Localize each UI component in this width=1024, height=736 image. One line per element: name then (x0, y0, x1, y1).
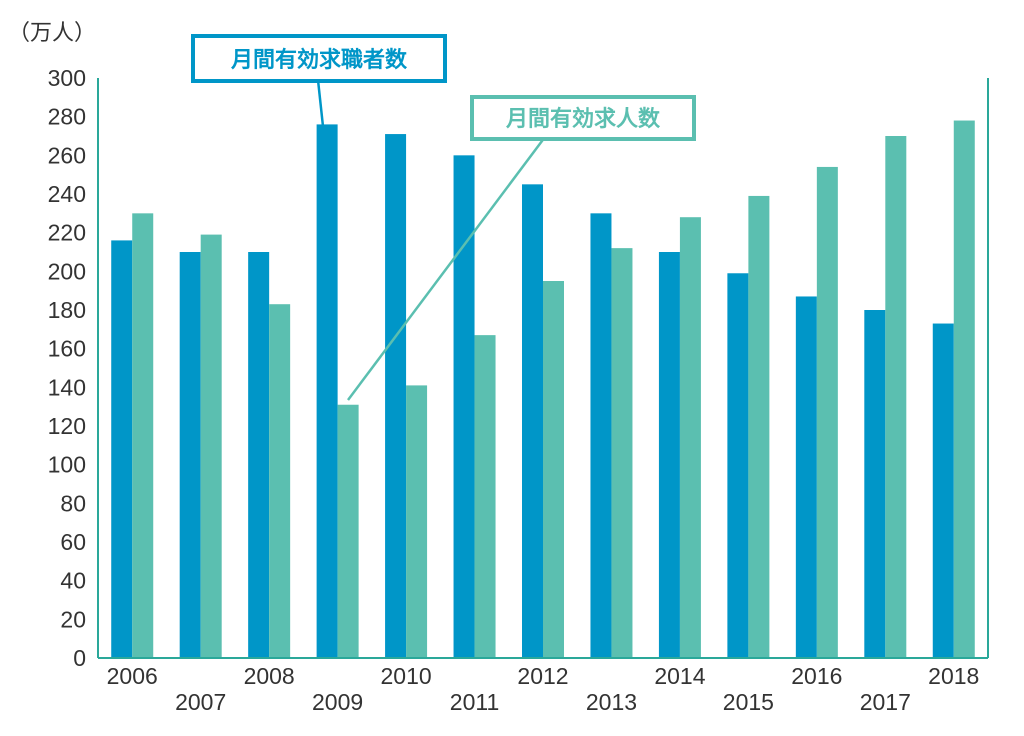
callout-box-openings (470, 95, 696, 141)
x-tick-label: 2017 (860, 689, 911, 715)
bar-jobseekers-2012 (522, 184, 543, 659)
x-tick-label: 2011 (450, 689, 499, 715)
callout-leader-jobseekers (316, 79, 327, 146)
x-tick-label: 2010 (380, 663, 431, 689)
callout-leader-openings (346, 136, 547, 401)
y-axis-unit-label: （万人） (8, 20, 96, 45)
x-tick-label: 2015 (723, 689, 774, 715)
y-tick-label: 200 (48, 258, 86, 284)
axes (97, 78, 989, 659)
y-tick-label: 0 (73, 645, 86, 671)
bar-openings-2008 (269, 304, 291, 658)
bar-openings-2011 (474, 335, 496, 658)
bar-jobseekers-2017 (864, 310, 886, 658)
y-tick-label: 80 (60, 490, 86, 516)
legend-label-openings: 月間有効求人数 (505, 106, 661, 131)
bar-openings-2010 (406, 385, 428, 658)
bar-openings-2009 (337, 404, 359, 658)
y-tick-label: 180 (48, 297, 86, 323)
bar-jobseekers-2009 (316, 124, 338, 658)
y-tick-label: 100 (48, 452, 86, 478)
x-tick-label: 2016 (791, 663, 842, 689)
bar-jobseekers-2006 (111, 240, 133, 658)
bar-jobseekers-2018 (932, 323, 954, 658)
x-tick-label: 2009 (312, 689, 363, 715)
bars (111, 120, 975, 659)
y-tick-label: 140 (48, 374, 86, 400)
y-tick-label: 40 (60, 568, 86, 594)
y-tick-label: 300 (48, 65, 86, 91)
bar-jobseekers-2007 (179, 252, 201, 658)
bar-openings-2015 (748, 195, 770, 658)
y-tick-label: 60 (60, 529, 86, 555)
bar-openings-2016 (816, 166, 838, 658)
bar-openings-2007 (200, 234, 222, 658)
bar-openings-2018 (953, 120, 975, 659)
x-tick-label: 2007 (175, 689, 226, 715)
bar-jobseekers-2010 (385, 134, 407, 659)
y-tick-label: 280 (48, 104, 86, 130)
callout-box-jobseekers (191, 34, 447, 83)
x-tick-label: 2006 (107, 663, 158, 689)
bar-jobseekers-2014 (658, 252, 680, 658)
y-tick-label: 240 (48, 181, 86, 207)
y-tick-label: 120 (48, 413, 86, 439)
x-tick-label: 2013 (586, 689, 637, 715)
bar-openings-2014 (679, 217, 701, 658)
bar-jobseekers-2013 (590, 213, 612, 659)
legend-label-jobseekers: 月間有効求職者数 (230, 47, 408, 72)
x-tick-label: 2008 (244, 663, 295, 689)
bar-jobseekers-2008 (248, 252, 270, 658)
bar-openings-2017 (885, 136, 907, 658)
y-tick-label: 220 (48, 220, 86, 246)
bar-openings-2013 (611, 248, 633, 658)
x-tick-label: 2018 (928, 663, 979, 689)
bar-jobseekers-2011 (453, 155, 475, 659)
bar-jobseekers-2016 (795, 296, 817, 658)
bar-openings-2012 (543, 281, 564, 658)
x-tick-label: 2012 (517, 663, 568, 689)
bar-openings-2006 (132, 213, 154, 659)
y-tick-label: 20 (60, 606, 86, 632)
y-tick-label: 160 (48, 336, 86, 362)
bar-jobseekers-2015 (727, 273, 749, 658)
x-axis-ticks: 2006 2007 2008 2009 2010 2011 2012 2013 2014 2015… (107, 663, 980, 715)
y-tick-label: 260 (48, 142, 86, 168)
x-tick-label: 2014 (654, 663, 705, 689)
y-axis-ticks: 0 20 40 60 80 100 120 140 160 180 200 220 240 260 280 3… (48, 65, 86, 671)
